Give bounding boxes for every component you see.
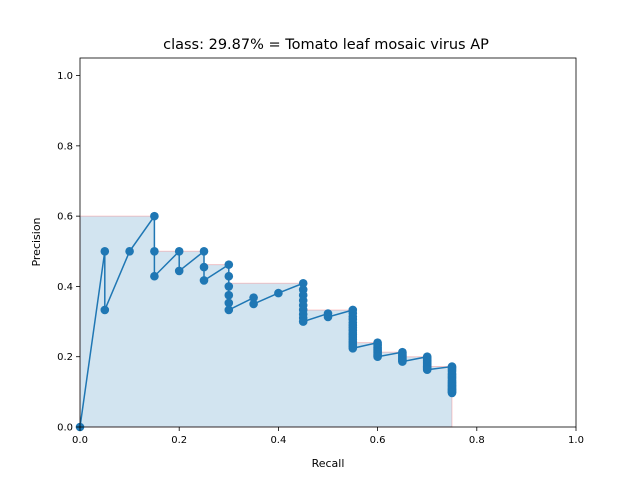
pr-curve-point — [150, 246, 159, 256]
pr-curve-point — [100, 305, 110, 315]
pr-curve-point — [422, 365, 432, 375]
pr-curve-point — [199, 246, 209, 256]
pr-curve-point — [199, 276, 209, 285]
pr-curve-point — [224, 290, 234, 300]
pr-curve-point — [224, 271, 234, 281]
y-tick-label: 0.4 — [57, 282, 73, 293]
x-axis: 0.0 0.2 0.4 0.6 0.8 1.0 — [72, 427, 584, 446]
pr-curve-point — [323, 312, 333, 322]
x-tick-label: 0.2 — [171, 435, 187, 446]
pr-curve-point — [398, 357, 407, 366]
plot-area — [75, 57, 577, 432]
y-tick-label: 0.8 — [57, 141, 73, 152]
pr-curve-point — [150, 211, 159, 221]
x-tick-label: 0.8 — [469, 435, 485, 446]
y-axis-label: Precision — [30, 217, 43, 266]
pr-curve-point — [224, 305, 234, 315]
y-tick-label: 0.2 — [57, 352, 73, 363]
pr-curve-point — [298, 317, 308, 326]
chart-title: class: 29.87% = Tomato leaf mosaic virus… — [163, 37, 489, 53]
y-tick-label: 1.0 — [57, 71, 73, 82]
pr-curve-point — [348, 343, 358, 353]
pr-curve-point — [224, 298, 234, 308]
y-tick-label: 0.6 — [57, 212, 73, 223]
plot-frame — [79, 57, 577, 428]
pr-curve-point — [199, 262, 209, 272]
pr-curve-point — [224, 260, 234, 269]
pr-curve-point — [174, 246, 184, 256]
pr-curve-point — [249, 293, 258, 302]
x-axis-label: Recall — [312, 457, 345, 470]
pr-curve-point — [125, 246, 134, 256]
x-tick-label: 0.0 — [72, 435, 88, 446]
y-tick-label: 0.0 — [57, 423, 73, 434]
y-axis: 0.0 0.2 0.4 0.6 0.8 1.0 — [57, 71, 80, 434]
pr-curve-point — [174, 266, 184, 276]
pr-curve-point — [274, 288, 283, 298]
pr-curve-point — [100, 246, 110, 256]
pr-curve-point — [150, 271, 159, 281]
x-tick-label: 0.4 — [270, 435, 286, 446]
x-tick-label: 0.6 — [370, 435, 386, 446]
pr-curve-point — [224, 282, 234, 291]
pr-curve-point — [447, 388, 457, 398]
x-tick-label: 1.0 — [568, 435, 584, 446]
pr-curve-point — [249, 299, 258, 309]
pr-curve-point — [298, 278, 308, 288]
pr-curve-point — [373, 352, 382, 362]
